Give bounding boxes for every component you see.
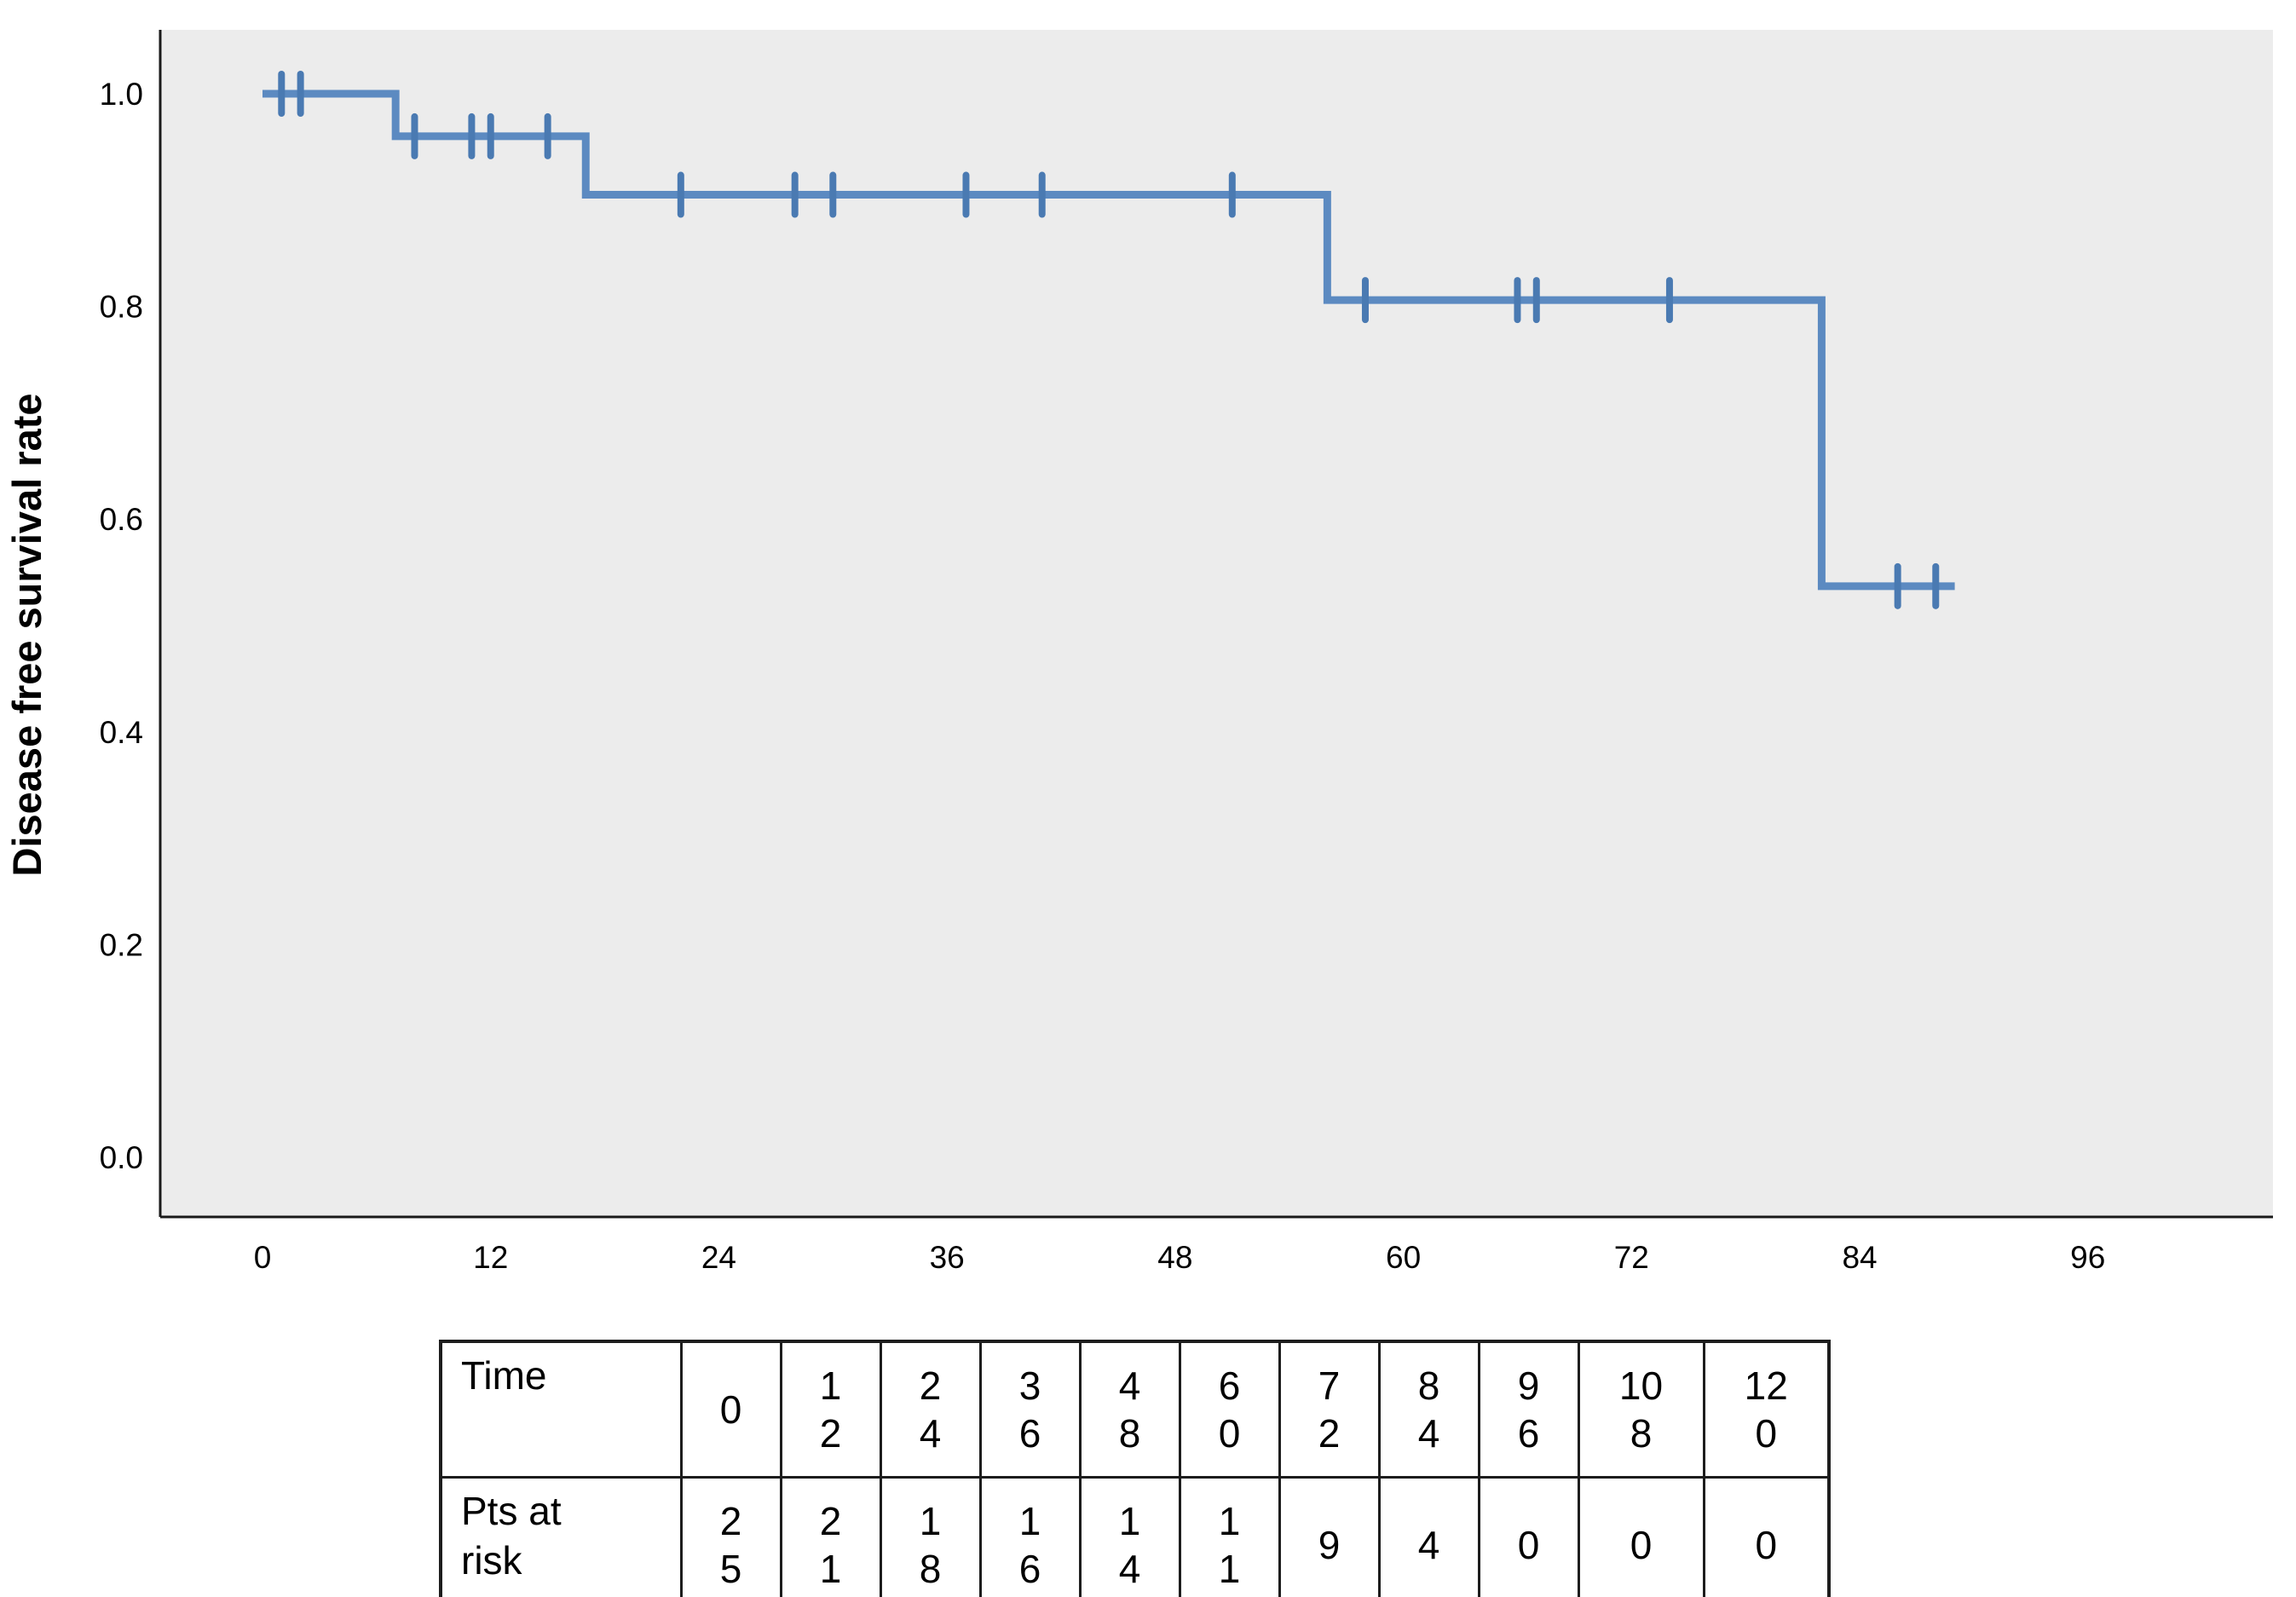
pts-at-risk-cell: 0	[1477, 1476, 1580, 1597]
survival-chart: 1.0 0.8 0.6 0.4 0.2 0.0 0 12 24 36 48 60 72 84 96 Dise…	[4, 30, 2273, 1275]
risk-table-row: Time 0 12 24 36 48 60 72 84 96 108 120	[439, 1340, 1831, 1479]
patients-at-risk-table: Time 0 12 24 36 48 60 72 84 96 108 120 Pts at risk 25…	[439, 1340, 1831, 1597]
y-tick-label: 0.0	[100, 1140, 143, 1175]
pts-at-risk-cell: 11	[1178, 1476, 1281, 1597]
time-cell: 84	[1377, 1340, 1480, 1479]
pts-at-risk-cell: 0	[1577, 1476, 1705, 1597]
x-tick-label: 36	[930, 1240, 965, 1275]
pts-at-risk-cell: 18	[879, 1476, 982, 1597]
time-cell: 108	[1577, 1340, 1705, 1479]
pts-at-risk-row-label: Pts at risk	[439, 1476, 683, 1597]
time-cell: 48	[1078, 1340, 1181, 1479]
x-tick-label: 96	[2070, 1240, 2105, 1275]
pts-at-risk-cell: 4	[1377, 1476, 1480, 1597]
plot-background	[160, 30, 2273, 1217]
y-axis-title: Disease free survival rate	[4, 394, 49, 877]
time-cell: 36	[978, 1340, 1082, 1479]
time-cell: 96	[1477, 1340, 1580, 1479]
pts-at-risk-cell: 21	[779, 1476, 882, 1597]
time-cell: 60	[1178, 1340, 1281, 1479]
survival-curve	[262, 89, 1955, 591]
x-tick-label: 72	[1614, 1240, 1649, 1275]
y-tick-label: 0.2	[100, 927, 143, 962]
y-tick-label: 0.6	[100, 502, 143, 537]
x-tick-label: 12	[473, 1240, 508, 1275]
x-tick-label: 84	[1842, 1240, 1877, 1275]
risk-table: Time 0 12 24 36 48 60 72 84 96 108 120 Pts at risk 25…	[439, 1340, 1831, 1597]
time-cell: 24	[879, 1340, 982, 1479]
time-row-label: Time	[439, 1340, 683, 1479]
risk-table-row: Pts at risk 25 21 18 16 14 11 9 4 0 0 0	[439, 1476, 1831, 1597]
y-tick-label: 0.8	[100, 290, 143, 325]
pts-at-risk-cell: 9	[1278, 1476, 1381, 1597]
time-cell: 12	[779, 1340, 882, 1479]
x-tick-label: 0	[254, 1240, 272, 1275]
time-cell: 0	[679, 1340, 782, 1479]
pts-at-risk-cell: 0	[1702, 1476, 1831, 1597]
pts-at-risk-cell: 25	[679, 1476, 782, 1597]
time-cell: 120	[1702, 1340, 1831, 1479]
y-tick-label: 1.0	[100, 77, 143, 112]
x-tick-label: 48	[1157, 1240, 1192, 1275]
x-tick-label: 24	[701, 1240, 736, 1275]
chart-plot-area: 1.0 0.8 0.6 0.4 0.2 0.0 0 12 24 36 48 60 72 84 96	[100, 30, 2273, 1275]
time-cell: 72	[1278, 1340, 1381, 1479]
x-tick-label: 60	[1386, 1240, 1421, 1275]
pts-at-risk-cell: 14	[1078, 1476, 1181, 1597]
y-tick-label: 0.4	[100, 715, 143, 750]
pts-at-risk-cell: 16	[978, 1476, 1082, 1597]
